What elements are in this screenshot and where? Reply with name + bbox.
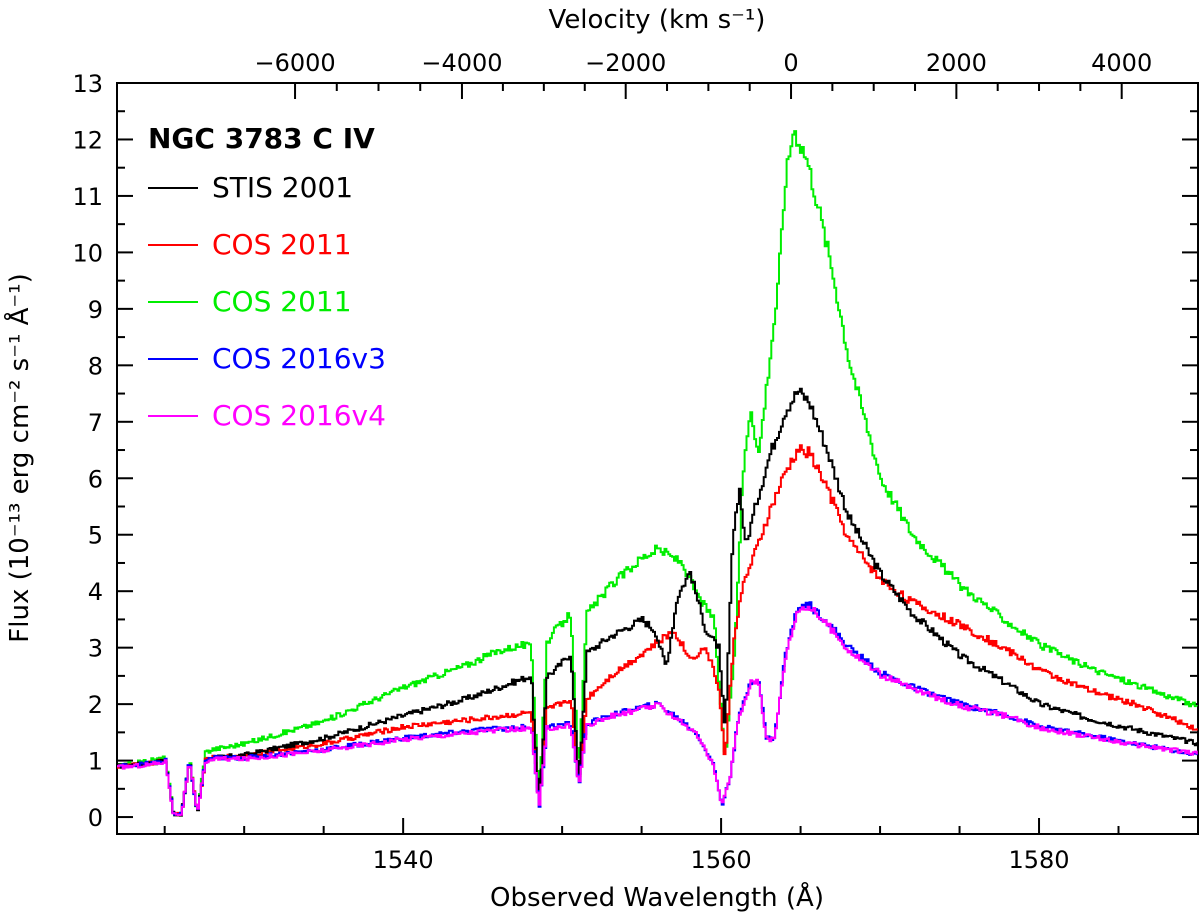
y-tick-label: 5 (88, 522, 103, 550)
plot-frame (116, 82, 1199, 835)
y-tick-label: 9 (88, 296, 103, 324)
series-line-2 (117, 130, 1198, 815)
x2-tick-label: 0 (783, 49, 798, 77)
series-line-0 (117, 387, 1198, 817)
y-tick-label: 10 (72, 239, 103, 267)
y-tick-label: 13 (72, 70, 103, 98)
y-tick-label: 3 (88, 635, 103, 663)
y-tick-label: 7 (88, 409, 103, 437)
x2-tick-label: −4000 (421, 49, 502, 77)
legend-label: COS 2016v3 (212, 342, 386, 375)
series-line-3 (117, 601, 1198, 816)
y-tick-label: 4 (88, 578, 103, 606)
top-velocity-axis-ticks: −6000 −4000 −2000 0 2000 4000 (254, 49, 1152, 99)
y-tick-label: 2 (88, 691, 103, 719)
series-line-4 (117, 605, 1198, 816)
y-tick-label: 1 (88, 748, 103, 776)
x-axis-ticks: 1540 1560 1580 (163, 818, 1199, 874)
x2-tick-label: −6000 (254, 49, 335, 77)
y-axis-title: Flux (10⁻¹³ erg cm⁻² s⁻¹ Å⁻¹) (3, 273, 35, 642)
y-tick-label: 6 (88, 465, 103, 493)
top-axis-title: Velocity (km s⁻¹) (549, 5, 766, 35)
legend-label: STIS 2001 (212, 171, 353, 204)
x-axis-title: Observed Wavelength (Å) (490, 881, 824, 913)
x2-tick-label: 2000 (926, 49, 987, 77)
y-tick-label: 12 (72, 126, 103, 154)
legend-label: COS 2016v4 (212, 399, 386, 432)
x-tick-label: 1540 (373, 846, 434, 874)
chart-title: NGC 3783 C IV (148, 122, 375, 155)
y-tick-label: 8 (88, 352, 103, 380)
x-tick-label: 1560 (691, 846, 752, 874)
series-layer (117, 130, 1198, 817)
series-line-1 (117, 444, 1198, 817)
y-tick-label: 0 (88, 804, 103, 832)
legend-label: COS 2011 (212, 285, 352, 318)
legend-label: COS 2011 (212, 228, 352, 261)
x2-tick-label: −2000 (585, 49, 666, 77)
x2-tick-label: 4000 (1091, 49, 1152, 77)
x-tick-label: 1580 (1008, 846, 1069, 874)
legend: STIS 2001 COS 2011 COS 2011 COS 2016v3 COS 2… (148, 171, 386, 432)
y-tick-label: 11 (72, 183, 103, 211)
